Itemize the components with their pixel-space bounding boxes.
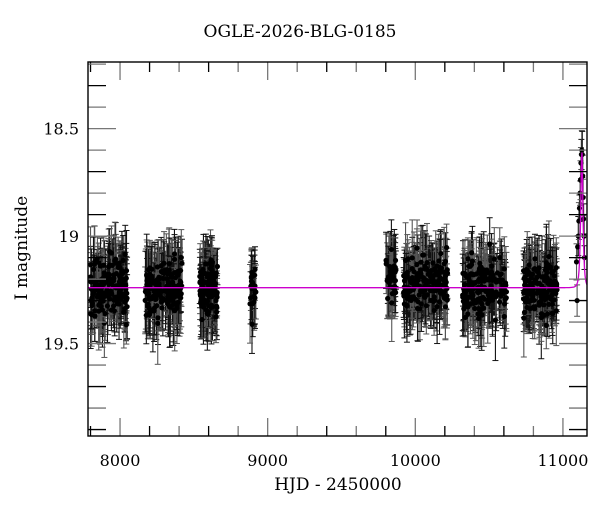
svg-text:10000: 10000 [390, 451, 441, 470]
axis-ticks [88, 62, 587, 436]
plot-frame [87, 61, 588, 437]
model-curve [88, 152, 588, 289]
tick-labels: 8000 9000 10000 11000 18.5 19 19.5 [43, 120, 588, 470]
svg-text:8000: 8000 [100, 451, 141, 470]
svg-text:19.5: 19.5 [43, 335, 79, 354]
chart-title: OGLE-2026-BLG-0185 [203, 22, 397, 42]
svg-text:9000: 9000 [247, 451, 288, 470]
svg-text:18.5: 18.5 [43, 120, 79, 139]
svg-text:19: 19 [59, 227, 79, 246]
error-bars [87, 130, 588, 365]
svg-text:11000: 11000 [537, 451, 588, 470]
x-axis-label: HJD - 2450000 [274, 475, 402, 495]
